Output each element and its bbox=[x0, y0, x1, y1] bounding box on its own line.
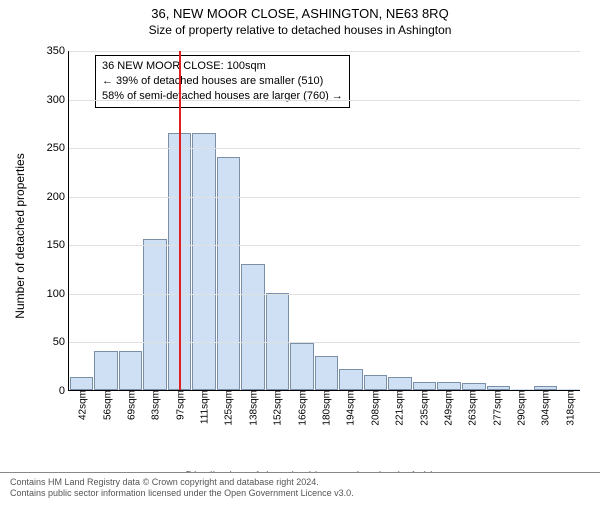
y-tick-label: 200 bbox=[47, 191, 69, 203]
histogram-bar bbox=[413, 382, 437, 390]
y-tick-label: 150 bbox=[47, 239, 69, 251]
annotation-line-2: ← 39% of detached houses are smaller (51… bbox=[102, 74, 343, 89]
histogram-bar bbox=[143, 239, 167, 390]
x-tick-label: 277sqm bbox=[488, 390, 503, 426]
histogram-bar bbox=[364, 375, 388, 390]
plot-area: 36 NEW MOOR CLOSE: 100sqm ← 39% of detac… bbox=[68, 51, 580, 391]
histogram-bar bbox=[388, 377, 412, 390]
x-tick-label: 249sqm bbox=[439, 390, 454, 426]
y-tick-label: 350 bbox=[47, 45, 69, 57]
x-tick-label: 221sqm bbox=[391, 390, 406, 426]
x-tick-label: 42sqm bbox=[74, 390, 89, 420]
x-tick-label: 208sqm bbox=[366, 390, 381, 426]
x-tick-label: 318sqm bbox=[561, 390, 576, 426]
gridline bbox=[69, 100, 580, 101]
histogram-bar bbox=[462, 383, 486, 390]
x-tick-label: 97sqm bbox=[171, 390, 186, 420]
x-tick-label: 180sqm bbox=[318, 390, 333, 426]
x-tick-label: 194sqm bbox=[342, 390, 357, 426]
histogram-bar bbox=[437, 382, 461, 390]
x-tick-label: 263sqm bbox=[464, 390, 479, 426]
histogram-bar bbox=[94, 351, 118, 390]
histogram-bar bbox=[266, 293, 290, 390]
x-tick-label: 304sqm bbox=[537, 390, 552, 426]
chart-container: Number of detached properties 36 NEW MOO… bbox=[50, 51, 580, 421]
x-tick-label: 56sqm bbox=[98, 390, 113, 420]
gridline bbox=[69, 197, 580, 198]
gridline bbox=[69, 245, 580, 246]
footer: Contains HM Land Registry data © Crown c… bbox=[0, 472, 600, 506]
histogram-bar bbox=[241, 264, 265, 390]
y-axis-label: Number of detached properties bbox=[13, 153, 27, 318]
histogram-bar bbox=[70, 377, 94, 390]
y-tick-label: 300 bbox=[47, 94, 69, 106]
reference-line bbox=[179, 51, 181, 390]
footer-line-2: Contains public sector information licen… bbox=[10, 488, 590, 500]
histogram-bar bbox=[119, 351, 143, 390]
annotation-line-1: 36 NEW MOOR CLOSE: 100sqm bbox=[102, 59, 343, 74]
x-tick-label: 166sqm bbox=[293, 390, 308, 426]
gridline bbox=[69, 51, 580, 52]
x-tick-label: 125sqm bbox=[220, 390, 235, 426]
gridline bbox=[69, 294, 580, 295]
page-subtitle: Size of property relative to detached ho… bbox=[0, 23, 600, 37]
gridline bbox=[69, 148, 580, 149]
y-tick-label: 0 bbox=[59, 385, 69, 397]
x-tick-label: 69sqm bbox=[122, 390, 137, 420]
x-tick-label: 138sqm bbox=[244, 390, 259, 426]
histogram-bar bbox=[339, 369, 363, 390]
annotation-line-3: 58% of semi-detached houses are larger (… bbox=[102, 89, 343, 104]
footer-line-1: Contains HM Land Registry data © Crown c… bbox=[10, 477, 590, 489]
y-tick-label: 50 bbox=[53, 336, 69, 348]
page-title: 36, NEW MOOR CLOSE, ASHINGTON, NE63 8RQ bbox=[0, 6, 600, 21]
histogram-bar bbox=[315, 356, 339, 390]
x-tick-label: 111sqm bbox=[196, 390, 211, 424]
x-tick-label: 152sqm bbox=[269, 390, 284, 426]
gridline bbox=[69, 342, 580, 343]
histogram-bar bbox=[290, 343, 314, 390]
y-tick-label: 250 bbox=[47, 142, 69, 154]
histogram-bar bbox=[217, 157, 241, 390]
x-tick-label: 235sqm bbox=[415, 390, 430, 426]
histogram-bar bbox=[192, 133, 216, 390]
y-tick-label: 100 bbox=[47, 288, 69, 300]
x-tick-label: 290sqm bbox=[513, 390, 528, 426]
x-tick-label: 83sqm bbox=[147, 390, 162, 420]
